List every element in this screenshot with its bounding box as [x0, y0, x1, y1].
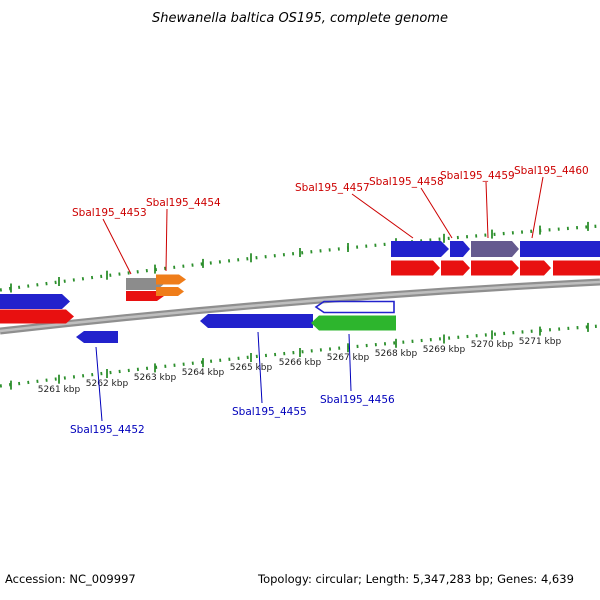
gene-label-sbal195-4453: Sbal195_4453 [72, 207, 147, 219]
ruler-label-5270: 5270 kbp [471, 340, 514, 350]
gene-arrow-sbal195-4459 [471, 241, 519, 257]
ruler-label-5264: 5264 kbp [182, 368, 225, 378]
footer: Accession: NC_009997 Topology: circular;… [5, 572, 574, 586]
cds-arrow-sbal195-4456 [311, 315, 396, 331]
ruler-label-5262: 5262 kbp [86, 379, 129, 389]
topology-summary-text: Topology: circular; Length: 5,347,283 bp… [257, 572, 574, 586]
gene-label-sbal195-4454: Sbal195_4454 [146, 197, 221, 209]
leader-sbal195-4457 [351, 193, 414, 239]
ruler-label-5271: 5271 kbp [519, 337, 562, 347]
gene-arrow-unlabeled-left-blue [0, 294, 70, 309]
cds-arrow-unlabeled-left-red [0, 309, 74, 324]
leader-sbal195-4459 [485, 181, 489, 239]
cds-arrow-sbal195-4460 [520, 260, 551, 276]
ruler-label-5267: 5267 kbp [327, 353, 370, 363]
cds-arrow-sbal195-4453 [126, 291, 164, 301]
cds-arrow-sbal195-4457 [391, 260, 440, 276]
gene-label-sbal195-4460: Sbal195_4460 [514, 165, 589, 177]
ruler-labels: 5261 kbp 5262 kbp 5263 kbp 5264 kbp 5265… [38, 337, 562, 395]
gene-label-sbal195-4455: Sbal195_4455 [232, 406, 307, 418]
forward-gene-labels: Sbal195_4453 Sbal195_4454 Sbal195_4457 S… [72, 165, 589, 219]
leader-sbal195-4456 [348, 333, 352, 392]
ruler-label-5263: 5263 kbp [134, 373, 177, 383]
ruler-label-5269: 5269 kbp [423, 345, 466, 355]
leader-sbal195-4455 [257, 331, 263, 404]
cds-arrow-sbal195-4458 [441, 260, 470, 276]
ruler-label-5266: 5266 kbp [279, 358, 322, 368]
ruler-label-5268: 5268 kbp [375, 349, 418, 359]
gene-label-sbal195-4457: Sbal195_4457 [295, 182, 370, 194]
lower-ruler-major-ticks [10, 322, 589, 390]
forward-leader-lines [102, 176, 544, 275]
feature-arrow-sbal195-4454 [156, 287, 184, 296]
genome-axis-core [0, 280, 600, 333]
upper-ruler-dots [0, 224, 600, 292]
leader-sbal195-4452 [95, 346, 103, 422]
gene-arrow-sbal195-4454 [156, 274, 186, 285]
reverse-strand-features [76, 300, 396, 343]
gene-label-sbal195-4456: Sbal195_4456 [320, 394, 395, 406]
gene-arrow-sbal195-4456 [314, 300, 395, 314]
gene-label-sbal195-4459: Sbal195_4459 [440, 170, 515, 182]
gene-label-sbal195-4452: Sbal195_4452 [70, 424, 145, 436]
leader-sbal195-4458 [420, 187, 453, 239]
gene-arrow-sbal195-4452 [76, 331, 118, 343]
accession-text: Accession: NC_009997 [5, 572, 136, 586]
gene-arrow-sbal195-4458 [450, 241, 470, 257]
gene-label-sbal195-4458: Sbal195_4458 [369, 176, 444, 188]
gene-arrow-sbal195-4455 [200, 314, 313, 328]
leader-sbal195-4460 [531, 176, 544, 239]
upper-ruler-major-ticks [10, 221, 589, 293]
gene-arrow-sbal195-4453 [126, 278, 164, 290]
leader-sbal195-4453 [102, 218, 132, 275]
forward-strand-features [0, 241, 600, 324]
reverse-gene-labels: Sbal195_4452 Sbal195_4455 Sbal195_4456 [70, 394, 395, 436]
cds-arrow-sbal195-4459 [471, 260, 519, 276]
ruler-label-5261: 5261 kbp [38, 385, 81, 395]
ruler-label-5265: 5265 kbp [230, 363, 273, 373]
page-title: Shewanella baltica OS195, complete genom… [152, 11, 448, 26]
leader-sbal195-4454 [165, 208, 168, 272]
reverse-leader-lines [95, 331, 352, 422]
cds-arrow-unlabeled-right-red [553, 260, 600, 276]
gene-arrow-sbal195-4460 [520, 241, 600, 257]
gene-arrow-sbal195-4457 [391, 241, 449, 257]
